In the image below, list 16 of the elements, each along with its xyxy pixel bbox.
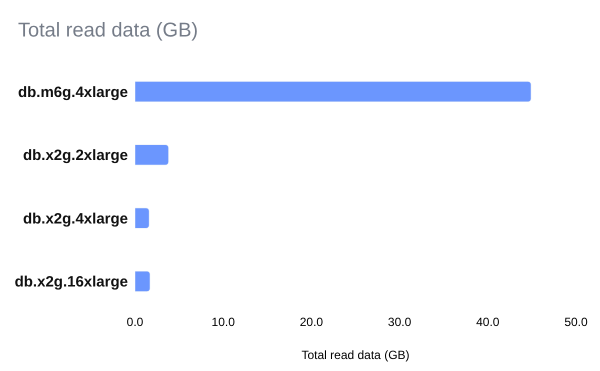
- x-tick-label: 50.0: [564, 315, 588, 329]
- x-tick-label: 40.0: [476, 315, 500, 329]
- bar: [135, 81, 532, 102]
- y-tick-label: db.m6g.4xlarge: [18, 84, 128, 101]
- chart-title: Total read data (GB): [18, 19, 198, 42]
- y-tick-label: db.x2g.2xlarge: [22, 147, 128, 164]
- x-tick-label: 10.0: [212, 315, 236, 329]
- bar: [135, 144, 169, 166]
- bar: [135, 271, 150, 292]
- x-tick-label: 0.0: [126, 315, 144, 329]
- bar: [135, 208, 150, 228]
- x-tick-label: 20.0: [300, 315, 324, 329]
- x-axis-title: Total read data (GB): [301, 348, 410, 362]
- y-tick-label: db.x2g.4xlarge: [22, 210, 128, 228]
- y-tick-label: db.x2g.16xlarge: [14, 274, 128, 291]
- x-tick-label: 30.0: [388, 315, 412, 329]
